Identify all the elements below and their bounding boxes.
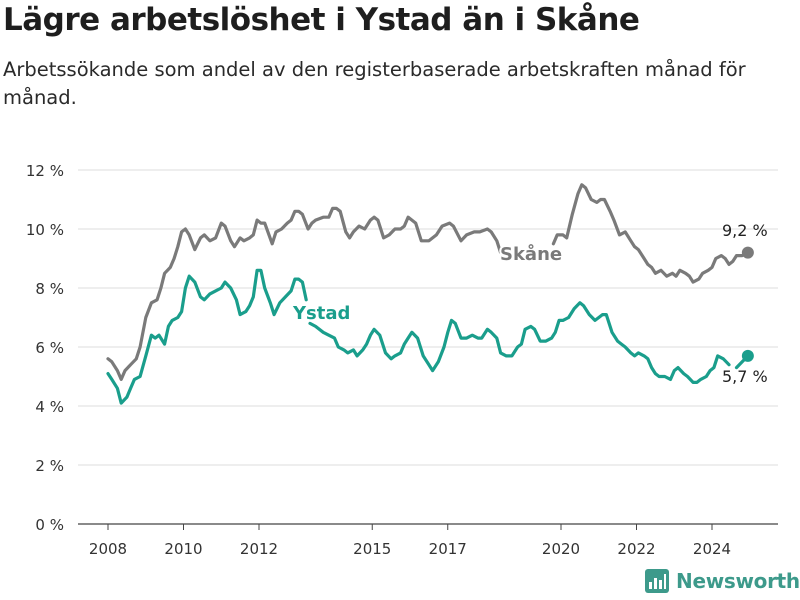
x-tick-label: 2008 (89, 540, 127, 558)
x-tick-label: 2012 (240, 540, 278, 558)
x-tick-label: 2015 (353, 540, 391, 558)
y-tick-label: 10 % (26, 221, 64, 239)
series-line-ystad (106, 268, 308, 405)
y-tick-label: 8 % (35, 280, 64, 298)
end-value-label-skane: 9,2 % (722, 221, 768, 240)
series-label-ystad: Ystad (292, 303, 350, 324)
series-end-point-ystad (741, 349, 754, 362)
page-title: Lägre arbetslöshet i Ystad än i Skåne (3, 2, 640, 38)
x-tick-label: 2010 (164, 540, 202, 558)
x-tick-label: 2024 (693, 540, 731, 558)
y-tick-label: 0 % (35, 516, 64, 534)
series-end-point-sk-ne (741, 246, 754, 259)
brand-name: Newsworthy (676, 569, 800, 593)
x-tick-label: 2017 (429, 540, 467, 558)
y-tick-label: 2 % (35, 457, 64, 475)
end-value-label-ystad: 5,7 % (722, 367, 768, 386)
x-tick-label: 2020 (542, 540, 580, 558)
series-label-skane: Skåne (500, 243, 562, 265)
series-line-sk-ne (551, 183, 750, 284)
page-subtitle: Arbetssökande som andel av den registerb… (3, 58, 746, 109)
series-line-ystad (308, 301, 731, 384)
brand-logo: Newsworthy (645, 569, 800, 593)
y-tick-label: 12 % (26, 162, 64, 180)
bar-chart-logo-icon (645, 569, 669, 593)
y-tick-label: 4 % (35, 398, 64, 416)
series-line-sk-ne (106, 206, 503, 381)
y-tick-label: 6 % (35, 339, 64, 357)
x-tick-label: 2022 (617, 540, 655, 558)
